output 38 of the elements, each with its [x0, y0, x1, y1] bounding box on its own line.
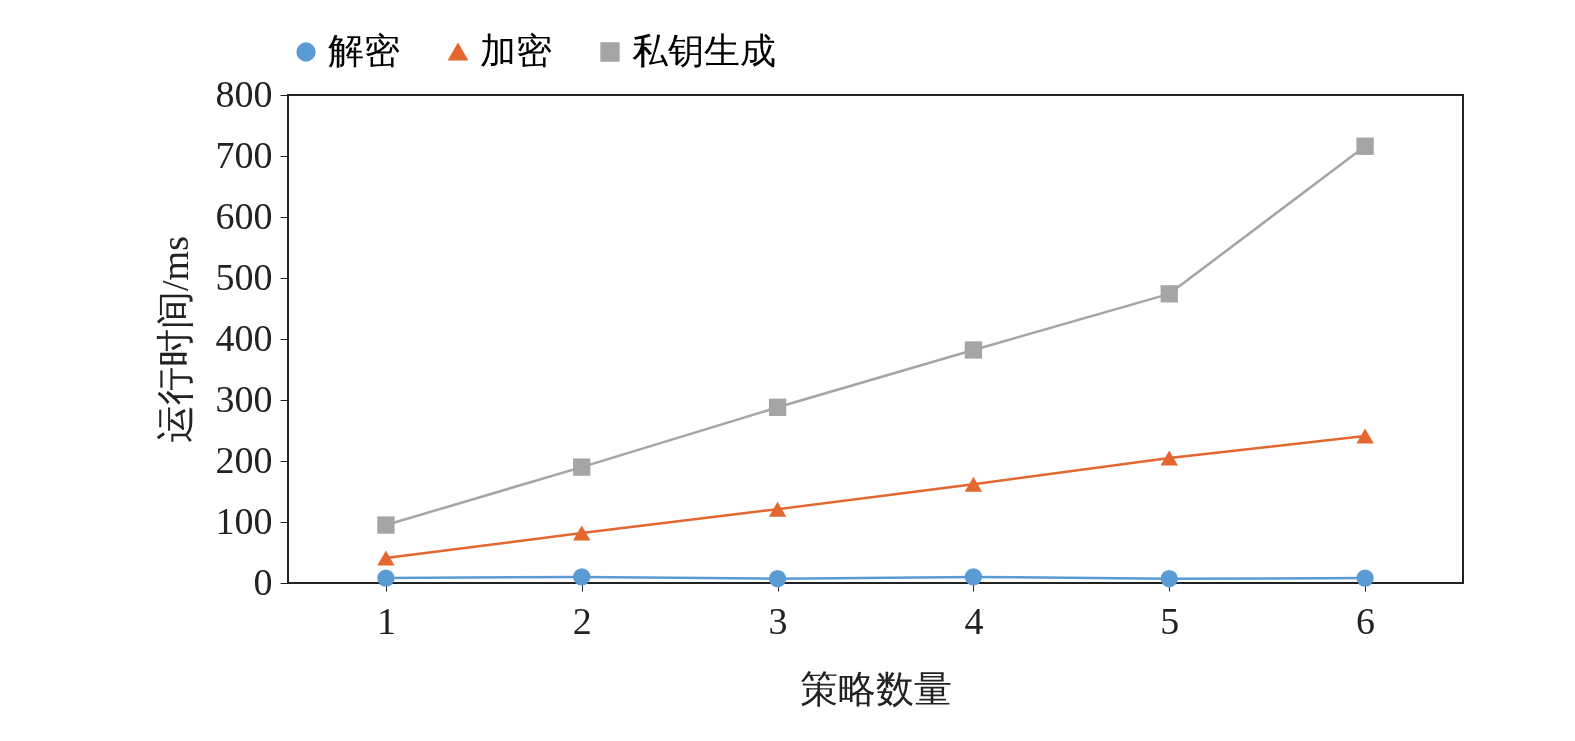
x-tick-label: 5	[1160, 599, 1180, 642]
point	[1356, 137, 1374, 155]
y-tick-label: 300	[215, 377, 273, 420]
point	[573, 568, 591, 586]
point	[573, 458, 591, 476]
legend-label: 解密	[328, 31, 400, 71]
point	[964, 568, 983, 586]
y-tick-label: 600	[215, 194, 273, 237]
y-tick-label: 400	[215, 316, 273, 359]
y-tick-label: 200	[215, 438, 273, 481]
point	[377, 516, 395, 534]
y-tick-label: 800	[215, 72, 273, 115]
x-tick-label: 6	[1356, 599, 1376, 642]
point	[377, 550, 395, 566]
y-tick-label: 100	[215, 499, 273, 542]
y-tick-label: 700	[215, 133, 273, 176]
x-tick-label: 1	[376, 599, 396, 642]
x-axis-title: 策略数量	[800, 667, 952, 710]
point	[768, 501, 787, 517]
point	[1160, 450, 1178, 466]
point	[377, 569, 395, 587]
y-axis-title: 运行时间/ms	[153, 236, 196, 443]
y-tick-label: 500	[215, 255, 273, 298]
legend-label: 加密	[480, 31, 552, 71]
x-tick-label: 4	[964, 599, 984, 642]
point	[964, 476, 983, 492]
point	[964, 341, 983, 359]
point	[768, 398, 787, 416]
x-tick-label: 2	[572, 599, 592, 642]
point	[1160, 570, 1178, 588]
x-tick-label: 3	[768, 599, 788, 642]
y-tick-label: 0	[253, 560, 273, 603]
legend-label: 私钥生成	[632, 31, 776, 71]
point	[1160, 285, 1178, 303]
point	[1356, 569, 1374, 587]
point	[768, 570, 787, 588]
point	[573, 525, 591, 541]
point	[1356, 428, 1374, 444]
